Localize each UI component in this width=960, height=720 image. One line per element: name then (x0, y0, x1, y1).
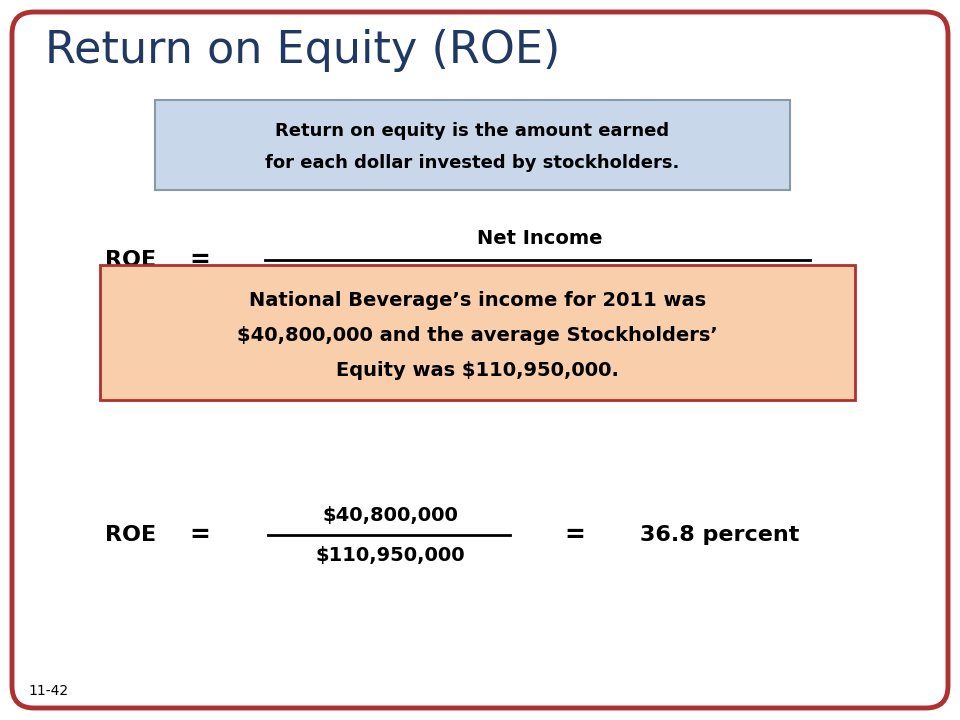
Text: $110,950,000: $110,950,000 (315, 546, 465, 564)
Text: for each dollar invested by stockholders.: for each dollar invested by stockholders… (265, 154, 680, 172)
Text: $40,800,000 and the average Stockholders’: $40,800,000 and the average Stockholders… (237, 325, 718, 345)
Text: Return on equity is the amount earned: Return on equity is the amount earned (276, 122, 669, 140)
Text: National Beverage’s income for 2011 was: National Beverage’s income for 2011 was (249, 291, 706, 310)
Text: Return on Equity (ROE): Return on Equity (ROE) (45, 29, 561, 71)
Text: =: = (189, 523, 210, 547)
Text: 11-42: 11-42 (28, 684, 68, 698)
Text: ROE: ROE (105, 525, 156, 545)
Text: 36.8 percent: 36.8 percent (640, 525, 800, 545)
FancyBboxPatch shape (100, 265, 855, 400)
Text: Average Stockholders’ Equity: Average Stockholders’ Equity (377, 274, 703, 292)
Text: =: = (564, 523, 586, 547)
Text: Equity was $110,950,000.: Equity was $110,950,000. (336, 361, 619, 380)
FancyBboxPatch shape (155, 100, 790, 190)
Text: =: = (189, 248, 210, 272)
Text: $40,800,000: $40,800,000 (322, 505, 458, 524)
Text: Net Income: Net Income (477, 228, 603, 248)
FancyBboxPatch shape (12, 12, 948, 708)
Text: ROE: ROE (105, 250, 156, 270)
